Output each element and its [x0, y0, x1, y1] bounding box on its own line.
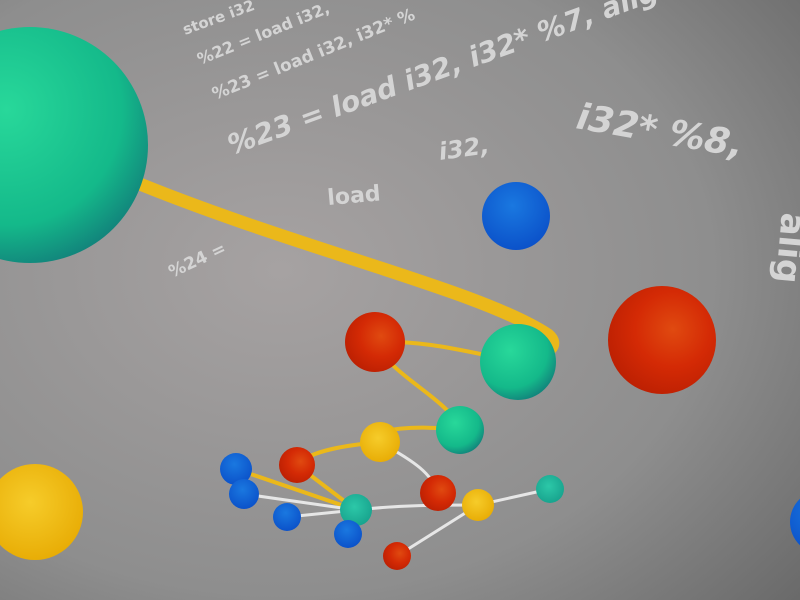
- blue-sphere: [220, 453, 252, 485]
- red-sphere: [608, 286, 716, 394]
- code-text: load: [326, 181, 381, 211]
- yellow-sphere: [0, 464, 83, 560]
- green-sphere: [436, 406, 484, 454]
- red-sphere: [279, 447, 315, 483]
- blue-sphere: [334, 520, 362, 548]
- yellow-sphere: [462, 489, 494, 521]
- red-sphere: [420, 475, 456, 511]
- blue-sphere: [482, 182, 550, 250]
- blue-sphere: [273, 503, 301, 531]
- yellow-sphere: [360, 422, 400, 462]
- green-sphere: [0, 27, 148, 263]
- teal-sphere: [536, 475, 564, 503]
- bond-tube: [242, 492, 358, 512]
- blue-sphere: [790, 498, 800, 546]
- code-text: alig: [767, 211, 800, 285]
- red-sphere: [383, 542, 411, 570]
- teal-sphere: [340, 494, 372, 526]
- bond-tube: [234, 467, 358, 512]
- green-sphere: [480, 324, 556, 400]
- red-sphere: [345, 312, 405, 372]
- code-text: i32,: [437, 131, 491, 166]
- blue-sphere: [229, 479, 259, 509]
